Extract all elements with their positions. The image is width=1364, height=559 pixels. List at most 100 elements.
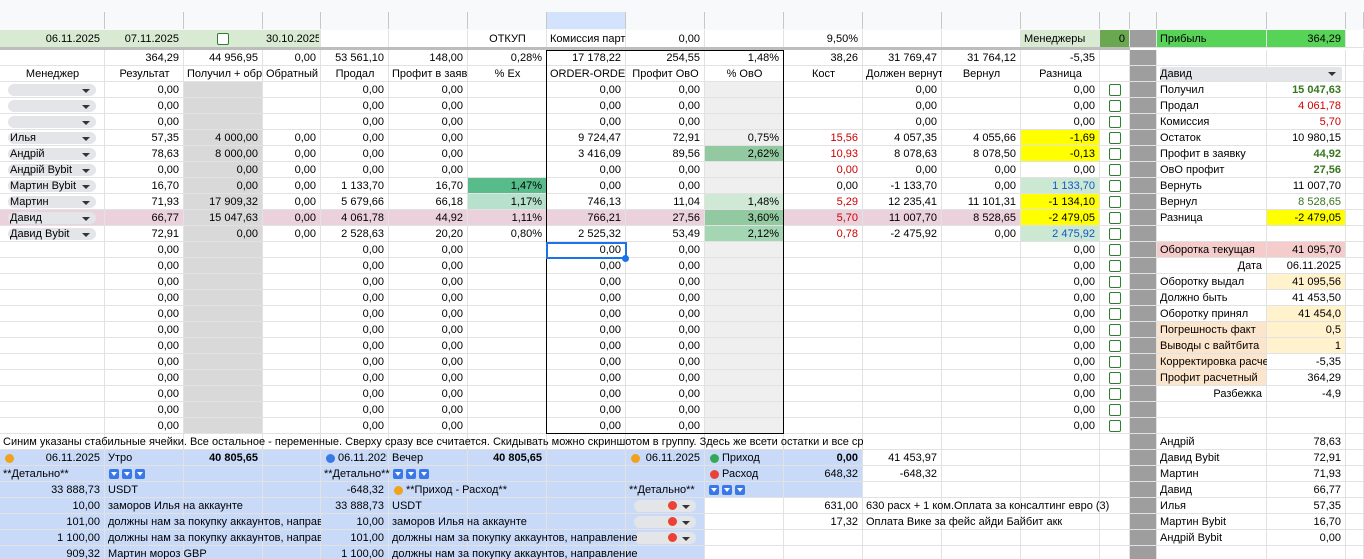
cell-icon xyxy=(631,454,640,463)
checkbox[interactable] xyxy=(1109,324,1121,336)
column-header xyxy=(468,12,547,29)
cell-text: -1 134,10 xyxy=(1048,196,1095,208)
cell xyxy=(1021,418,1100,434)
cell xyxy=(942,258,1021,274)
cell-text: Получил xyxy=(1160,84,1204,96)
cell-text: 0,00 xyxy=(362,164,384,176)
cell-text: 89,56 xyxy=(672,148,700,160)
checkbox[interactable] xyxy=(1109,164,1121,176)
cell xyxy=(105,338,184,354)
cell-text: 0,00 xyxy=(599,276,621,288)
cell-text: должны нам за покупку аккаунтов, направл… xyxy=(392,548,638,559)
dropdown[interactable] xyxy=(8,132,96,144)
cell xyxy=(184,370,263,386)
dropdown[interactable] xyxy=(634,516,696,528)
cell-text: 33 888,73 xyxy=(51,484,100,496)
checkbox[interactable] xyxy=(1109,340,1121,352)
cell xyxy=(468,530,547,546)
checkbox[interactable] xyxy=(1109,116,1121,128)
cell xyxy=(263,146,321,162)
dropdown[interactable] xyxy=(8,212,96,224)
checkbox[interactable] xyxy=(1109,244,1121,256)
cell xyxy=(468,98,547,114)
dropdown[interactable] xyxy=(634,500,696,512)
dropdown[interactable] xyxy=(8,196,96,208)
cell xyxy=(263,178,321,194)
cell-text: Погрешность факт xyxy=(1160,324,1256,336)
dropdown[interactable] xyxy=(8,228,96,240)
checkbox[interactable] xyxy=(1109,132,1121,144)
cell xyxy=(547,338,626,354)
cell xyxy=(1130,322,1157,338)
cell xyxy=(547,82,626,98)
checkbox[interactable] xyxy=(217,33,229,45)
checkbox[interactable] xyxy=(1109,356,1121,368)
cell xyxy=(626,386,705,402)
dropdown[interactable] xyxy=(8,100,96,112)
cell xyxy=(468,258,547,274)
checkbox[interactable] xyxy=(1109,212,1121,224)
cell xyxy=(863,402,942,418)
checkbox[interactable] xyxy=(1109,196,1121,208)
cell-text: 1,47% xyxy=(510,180,542,192)
cell xyxy=(1157,210,1267,226)
checkbox[interactable] xyxy=(1109,388,1121,400)
cell-text: должны нам за покупку аккаунтов, направл… xyxy=(108,532,321,544)
checkbox[interactable] xyxy=(1109,372,1121,384)
checkbox[interactable] xyxy=(1109,260,1121,272)
dropdown[interactable] xyxy=(634,532,696,544)
cell xyxy=(1130,482,1157,498)
cell xyxy=(784,434,863,450)
cell-text: 0,00 xyxy=(362,356,384,368)
cell-text: 38,26 xyxy=(830,52,858,64)
cell xyxy=(863,514,942,530)
cell-text: 0,5 xyxy=(1325,324,1341,336)
cell xyxy=(389,146,468,162)
cell xyxy=(547,386,626,402)
cell-text: 0,00 xyxy=(994,164,1016,176)
checkbox[interactable] xyxy=(1109,84,1121,96)
cell xyxy=(263,354,321,370)
checkbox[interactable] xyxy=(1109,180,1121,192)
cell-icon xyxy=(394,486,403,495)
cell-text: 20,20 xyxy=(435,228,463,240)
dropdown[interactable] xyxy=(1160,67,1342,81)
cell xyxy=(784,466,863,482)
checkbox[interactable] xyxy=(1109,148,1121,160)
cell-text: 0,00 xyxy=(441,324,463,336)
checkbox[interactable] xyxy=(1109,404,1121,416)
cell xyxy=(784,418,863,434)
cell-text: 0,00 xyxy=(157,356,179,368)
dropdown[interactable] xyxy=(8,180,96,192)
dropdown[interactable] xyxy=(8,148,96,160)
cell xyxy=(863,178,942,194)
cell-text: 17 909,32 xyxy=(209,196,258,208)
checkbox[interactable] xyxy=(1109,308,1121,320)
cell xyxy=(321,82,389,98)
cell-text: **Детально** xyxy=(629,484,695,496)
cell-text: 16,70 xyxy=(151,180,179,192)
cell xyxy=(1157,274,1267,290)
cell xyxy=(105,178,184,194)
cell xyxy=(468,354,547,370)
cell-text: 0,00 xyxy=(678,372,700,384)
checkbox[interactable] xyxy=(1109,420,1121,432)
checkbox[interactable] xyxy=(1109,292,1121,304)
cell-text: Комиссия xyxy=(1160,116,1210,128)
cell xyxy=(1346,434,1364,450)
cell-text: 1,48% xyxy=(747,52,779,64)
checkbox[interactable] xyxy=(1109,228,1121,240)
dropdown[interactable] xyxy=(8,116,96,128)
dropdown[interactable] xyxy=(8,164,96,176)
cell xyxy=(1021,274,1100,290)
cell-text: 30.10.2025 xyxy=(266,33,319,45)
cell-text: 0,00 xyxy=(362,100,384,112)
cell xyxy=(184,210,263,226)
checkbox[interactable] xyxy=(1109,100,1121,112)
cell xyxy=(105,98,184,114)
cell xyxy=(468,402,547,418)
checkbox[interactable] xyxy=(1109,276,1121,288)
cell xyxy=(1130,290,1157,306)
cell xyxy=(1157,354,1267,370)
dropdown[interactable] xyxy=(8,84,96,96)
